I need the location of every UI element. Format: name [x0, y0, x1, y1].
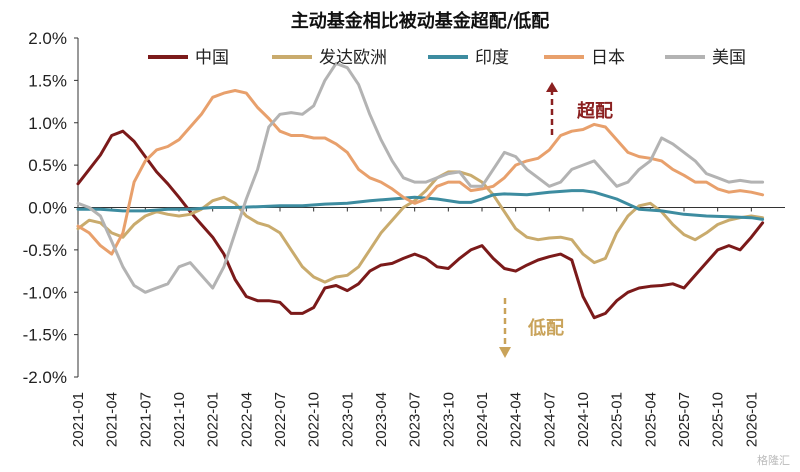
legend-label: 日本 [591, 48, 625, 68]
x-tick-label: 2023-10 [440, 392, 457, 447]
series-line-1 [76, 170, 765, 284]
y-tick-label: 1.0% [28, 114, 67, 133]
x-tick-label: 2026-01 [743, 392, 760, 447]
underweight-arrow-head [499, 347, 511, 358]
x-tick-label: 2025-10 [710, 392, 727, 447]
y-tick-label: 2.0% [28, 29, 67, 48]
chart-title: 主动基金相比被动基金超配/低配 [291, 10, 550, 32]
x-tick-label: 2022-07 [272, 392, 289, 447]
y-tick-label: -0.5% [23, 241, 67, 260]
x-tick-label: 2022-04 [238, 392, 255, 447]
x-tick-label: 2023-07 [407, 392, 424, 447]
y-tick-label: -2.0% [23, 368, 67, 387]
x-tick-label: 2023-04 [373, 392, 390, 447]
y-tick-label: 1.5% [28, 71, 67, 90]
legend-label: 美国 [712, 48, 746, 68]
series-line-2 [76, 189, 765, 221]
overweight-arrow-head [546, 82, 558, 92]
y-axis: 2.0% 1.5% 1.0% 0.5% 0.0% -0.5% -1.0% -1.5% -2.0% [23, 29, 79, 387]
y-tick-label: -1.0% [23, 283, 67, 302]
x-tick-label: 2025-01 [609, 392, 626, 447]
x-tick-label: 2024-07 [541, 392, 558, 447]
x-tick-label: 2024-01 [474, 392, 491, 447]
series-layer [76, 61, 765, 320]
legend-label: 印度 [475, 48, 509, 68]
legend: 中国 发达欧洲 印度 日本 美国 [148, 48, 746, 68]
x-tick-label: 2021-10 [171, 392, 188, 447]
x-axis: 2021-01 2021-04 2021-07 2021-10 2022-01 2022-… [70, 207, 785, 447]
y-tick-label: -1.5% [23, 326, 67, 345]
x-tick-label: 2025-04 [642, 392, 659, 447]
x-tick-label: 2024-10 [575, 392, 592, 447]
series-line-3 [76, 89, 765, 256]
legend-label: 中国 [195, 48, 229, 68]
x-tick-label: 2021-07 [137, 392, 154, 447]
series-line-4 [76, 61, 765, 294]
x-tick-label: 2024-04 [508, 392, 525, 447]
watermark: 格隆汇 [757, 453, 790, 467]
underweight-label: 低配 [527, 317, 564, 339]
x-tick-label: 2022-01 [205, 392, 222, 447]
x-tick-label: 2021-04 [104, 392, 121, 447]
x-tick-label: 2022-10 [306, 392, 323, 447]
x-tick-label: 2023-01 [339, 392, 356, 447]
legend-label: 发达欧洲 [319, 48, 387, 68]
overweight-label: 超配 [577, 100, 613, 122]
x-tick-label: 2025-07 [676, 392, 693, 447]
x-tick-label: 2021-01 [70, 392, 87, 447]
y-tick-label: 0.5% [28, 156, 67, 175]
y-tick-label: 0.0% [28, 199, 67, 218]
